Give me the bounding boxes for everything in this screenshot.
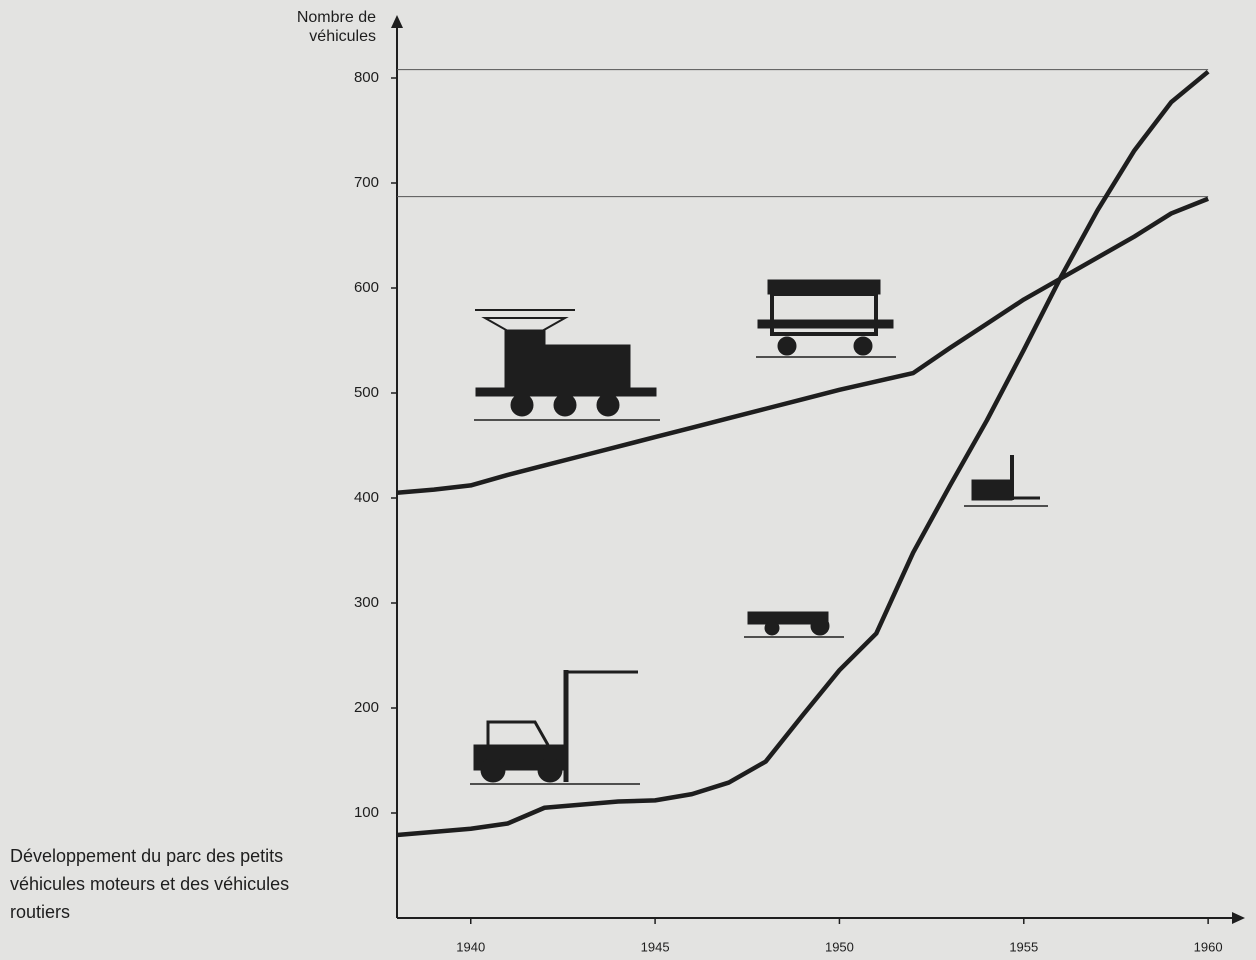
chart: 100 200 300 400 500 600 700 800 1940 1945 1950 1955… (0, 0, 1256, 960)
y-tick-label: 100 (354, 804, 379, 821)
y-tick-label: 500 (354, 384, 379, 401)
x-tick-label: 1960 (1194, 939, 1223, 954)
y-tick-label: 400 (354, 489, 379, 506)
x-tick-label: 1955 (1009, 939, 1038, 954)
x-tick-label: 1940 (456, 939, 485, 954)
y-tick-label: 700 (354, 174, 379, 191)
y-tick-label: 600 (354, 279, 379, 296)
x-tick-label: 1945 (641, 939, 670, 954)
y-tick-label: 200 (354, 699, 379, 716)
y-axis-label: Nombre de véhicules (250, 8, 376, 46)
page: 100 200 300 400 500 600 700 800 1940 1945 1950 1955… (0, 0, 1256, 960)
x-tick-label: 1950 (825, 939, 854, 954)
x-axis-arrow (1232, 912, 1245, 924)
vehicle-icons (470, 280, 1048, 784)
chart-title: Développement du parc des petits véhicul… (10, 842, 310, 926)
y-tick-label: 300 (354, 594, 379, 611)
y-axis-arrow (391, 15, 403, 28)
y-tick-label: 800 (354, 69, 379, 86)
